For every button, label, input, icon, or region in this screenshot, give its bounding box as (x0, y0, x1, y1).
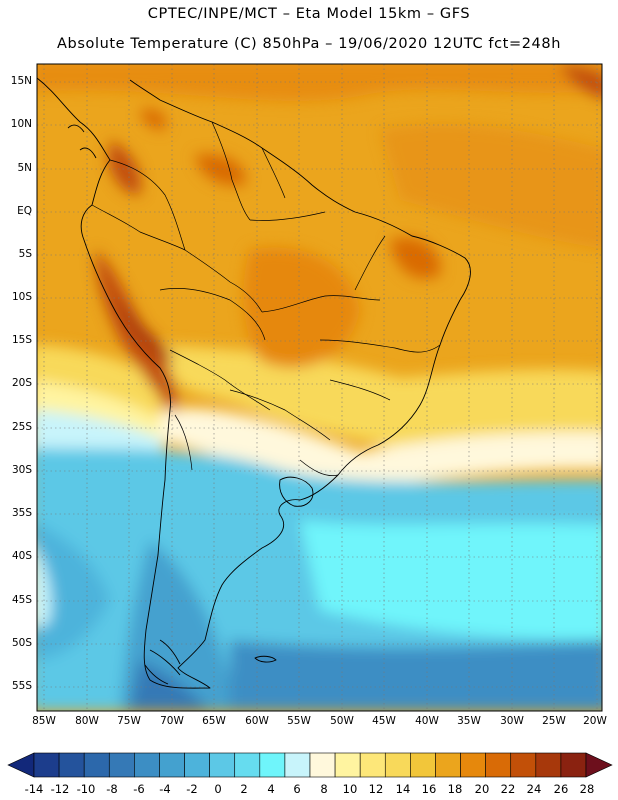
colorbar (7, 752, 613, 778)
lat-label: 40S (11, 550, 32, 562)
colorbar-label: -4 (159, 782, 171, 796)
colorbar-swatch (33, 752, 60, 778)
colorbar-label: -8 (106, 782, 118, 796)
colorbar-swatch (410, 752, 436, 778)
lon-label: 70W (160, 715, 184, 727)
colorbar-label: 14 (395, 782, 411, 796)
colorbar-swatch (83, 752, 110, 778)
colorbar-label: 4 (267, 782, 275, 796)
lat-label: 45S (11, 594, 32, 606)
colorbar-swatch (184, 752, 210, 778)
colorbar-label: 18 (447, 782, 463, 796)
lat-label: 25S (11, 421, 32, 433)
colorbar-swatch (58, 752, 85, 778)
lon-label: 40W (415, 715, 439, 727)
lat-label: 55S (11, 680, 32, 692)
lat-label: 35S (11, 507, 32, 519)
colorbar-swatch (134, 752, 160, 778)
lon-label: 25W (542, 715, 566, 727)
colorbar-swatch (384, 752, 411, 778)
lon-label: 20W (583, 715, 607, 727)
lat-label: 10S (11, 291, 32, 303)
colorbar-label: -6 (133, 782, 145, 796)
lat-label: 10N (10, 118, 32, 130)
coastlines (37, 77, 471, 689)
colorbar-label: 12 (368, 782, 384, 796)
colorbar-label: 16 (421, 782, 437, 796)
temperature-field (37, 64, 602, 711)
colorbar-swatch (460, 752, 486, 778)
colorbar-swatch (309, 752, 336, 778)
colorbar-arrow-right (585, 752, 613, 778)
lon-label: 35W (457, 715, 481, 727)
lon-label: 75W (117, 715, 141, 727)
colorbar-swatch (234, 752, 261, 778)
colorbar-label: 20 (474, 782, 490, 796)
colorbar-arrow-left (7, 752, 35, 778)
country-borders (91, 121, 441, 476)
colorbar-label: 26 (553, 782, 569, 796)
lat-label: 15N (10, 75, 32, 87)
lat-label: 20S (11, 377, 32, 389)
colorbar-label: -14 (24, 782, 44, 796)
lon-label: 50W (330, 715, 354, 727)
colorbar-swatch (108, 752, 135, 778)
colorbar-label: 24 (526, 782, 542, 796)
colorbar-label: 0 (214, 782, 222, 796)
colorbar-swatch (485, 752, 512, 778)
colorbar-label: -12 (50, 782, 70, 796)
lat-label: 5N (17, 162, 32, 174)
lat-label: EQ (17, 205, 32, 217)
colorbar-swatch (435, 752, 461, 778)
colorbar-label: -2 (186, 782, 198, 796)
lon-label: 65W (202, 715, 226, 727)
lat-label: 50S (11, 637, 32, 649)
lat-label: 5S (18, 248, 32, 260)
colorbar-swatch (209, 752, 236, 778)
lon-label: 45W (372, 715, 396, 727)
map-subtitle: Absolute Temperature (C) 850hPa – 19/06/… (57, 36, 561, 52)
colorbar-swatch (159, 752, 185, 778)
lon-label: 80W (75, 715, 99, 727)
lon-label: 30W (500, 715, 524, 727)
colorbar-label: 2 (240, 782, 248, 796)
lat-label: 15S (11, 334, 32, 346)
colorbar-swatch (560, 752, 587, 778)
colorbar-label: 28 (579, 782, 595, 796)
lon-label: 85W (32, 715, 56, 727)
colorbar-swatch (510, 752, 537, 778)
colorbar-swatch (259, 752, 286, 778)
colorbar-swatch (359, 752, 386, 778)
colorbar-swatch (284, 752, 311, 778)
colorbar-label: 10 (342, 782, 358, 796)
lat-label: 30S (11, 464, 32, 476)
lon-label: 55W (287, 715, 311, 727)
colorbar-label: 22 (500, 782, 516, 796)
colorbar-label: 6 (293, 782, 301, 796)
colorbar-label: 8 (320, 782, 328, 796)
lon-label: 60W (245, 715, 269, 727)
colorbar-label: -10 (76, 782, 96, 796)
map-frame (36, 63, 603, 712)
map-title: CPTEC/INPE/MCT – Eta Model 15km – GFS (147, 6, 471, 22)
colorbar-swatch (334, 752, 361, 778)
colorbar-swatch (535, 752, 562, 778)
